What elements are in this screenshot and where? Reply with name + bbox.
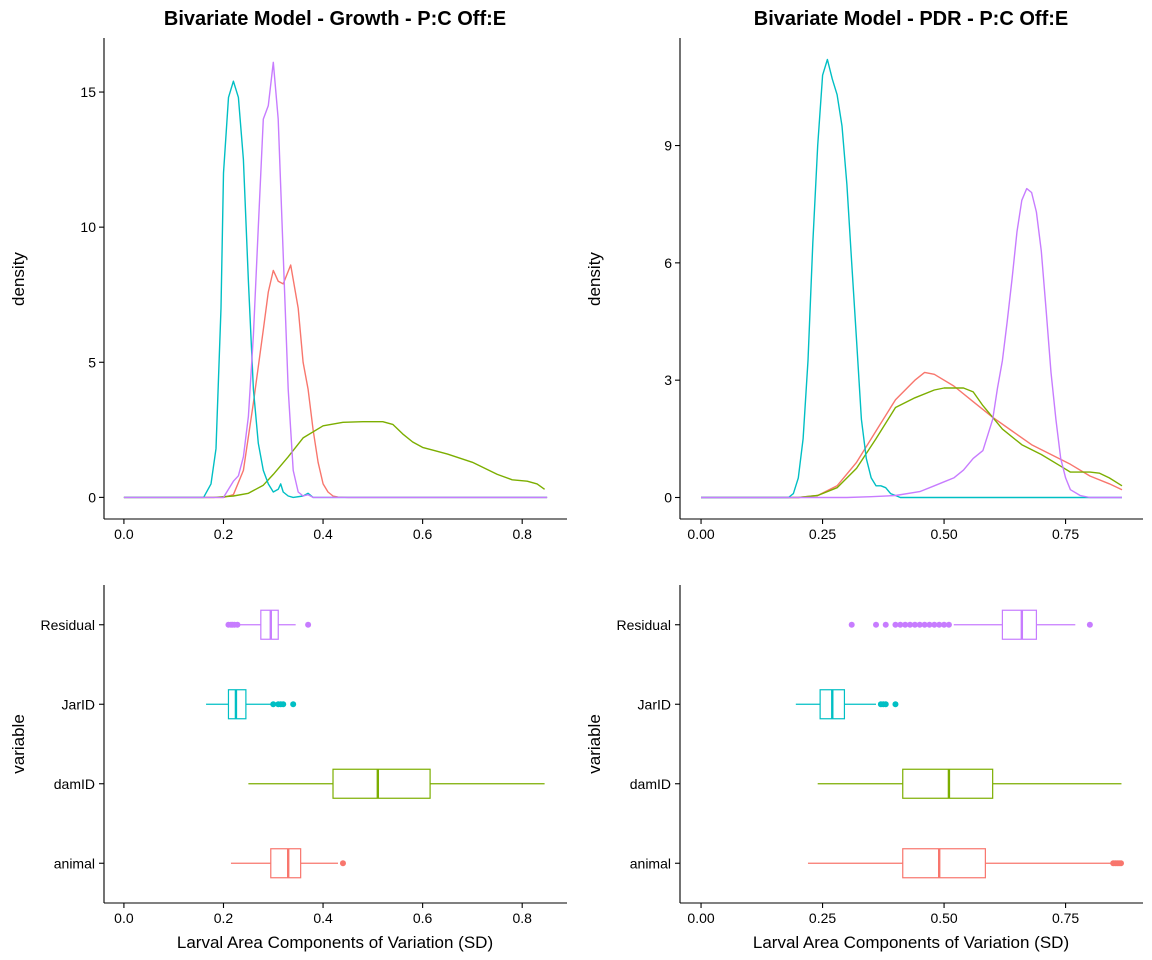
growth-boxplot: 0.0 0.2 0.4 0.6 0.8 Residual JarID damID animal	[41, 585, 567, 926]
outlier-point	[270, 701, 277, 708]
density-line-animal	[123, 264, 548, 499]
outlier-point	[882, 701, 889, 708]
x-tick-label: 0.2	[214, 526, 234, 542]
pdr-box-ylabel: variable	[585, 714, 604, 774]
y-tick-label: 3	[664, 372, 672, 388]
box-damid	[332, 768, 431, 799]
density-line-damid	[701, 387, 1123, 499]
category-label-residual: Residual	[617, 617, 671, 633]
outlier-point	[892, 621, 899, 628]
x-tick-label: 0.4	[313, 910, 333, 926]
x-tick-label: 0.00	[687, 910, 714, 926]
density-line-residual	[701, 187, 1122, 499]
outlier-point	[926, 621, 933, 628]
growth-density-plot: 0.0 0.2 0.4 0.6 0.8 0 5 10 15	[80, 38, 567, 542]
outlier-point	[911, 621, 918, 628]
outlier-point	[921, 621, 928, 628]
outlier-point	[931, 621, 938, 628]
x-tick-label: 0.75	[1052, 910, 1079, 926]
growth-density-title: Bivariate Model - Growth - P:C Off:E	[164, 8, 506, 30]
density-line-jarid	[123, 80, 548, 499]
y-tick-label: 15	[80, 84, 96, 100]
pdr-box-xlabel: Larval Area Components of Variation (SD)	[753, 933, 1069, 952]
category-label-animal: animal	[630, 855, 671, 871]
outlier-point	[892, 701, 899, 708]
y-tick-label: 0	[88, 489, 96, 505]
x-tick-label: 0.50	[930, 526, 957, 542]
box-damid	[902, 768, 994, 799]
x-tick-label: 0.0	[114, 526, 134, 542]
x-tick-label: 0.00	[687, 526, 714, 542]
outlier-point	[339, 860, 346, 867]
y-tick-label: 9	[664, 138, 672, 154]
density-line-jarid	[701, 58, 1122, 499]
outlier-point	[280, 701, 287, 708]
outlier-point	[902, 621, 909, 628]
pdr-density-title: Bivariate Model - PDR - P:C Off:E	[754, 8, 1068, 30]
outlier-point	[290, 701, 297, 708]
box-residual	[1001, 609, 1038, 640]
y-tick-label: 5	[88, 354, 96, 370]
x-tick-label: 0.50	[930, 910, 957, 926]
y-tick-label: 0	[664, 489, 672, 505]
x-tick-label: 0.75	[1052, 526, 1079, 542]
outlier-point	[1117, 860, 1124, 867]
outlier-point	[873, 621, 880, 628]
growth-density-ylabel: density	[9, 252, 28, 306]
x-tick-label: 0.25	[809, 526, 836, 542]
outlier-point	[882, 621, 889, 628]
x-tick-label: 0.8	[512, 910, 532, 926]
x-tick-label: 0.6	[413, 526, 433, 542]
pdr-density-ylabel: density	[585, 252, 604, 306]
outlier-point	[305, 621, 312, 628]
outlier-point	[916, 621, 923, 628]
outlier-point	[1086, 621, 1093, 628]
density-line-animal	[701, 371, 1123, 499]
y-tick-label: 10	[80, 219, 96, 235]
density-line-residual	[123, 61, 548, 499]
box-residual	[260, 609, 279, 640]
x-tick-label: 0.8	[512, 526, 532, 542]
box-animal	[902, 848, 986, 879]
box-animal	[270, 848, 302, 879]
outlier-point	[936, 621, 943, 628]
outlier-point	[897, 621, 904, 628]
growth-box-ylabel: variable	[9, 714, 28, 774]
outlier-point	[941, 621, 948, 628]
pdr-boxplot: 0.00 0.25 0.50 0.75 Residual JarID damID animal	[617, 585, 1143, 926]
x-tick-label: 0.6	[413, 910, 433, 926]
outlier-point	[848, 621, 855, 628]
x-tick-label: 0.25	[809, 910, 836, 926]
category-label-animal: animal	[54, 855, 95, 871]
y-tick-label: 6	[664, 255, 672, 271]
category-label-damid: damID	[54, 776, 95, 792]
category-label-jarid: JarID	[638, 696, 671, 712]
x-tick-label: 0.4	[313, 526, 333, 542]
x-tick-label: 0.2	[214, 910, 234, 926]
x-tick-label: 0.0	[114, 910, 134, 926]
box-jarid	[227, 689, 247, 720]
pdr-density-plot: 0.00 0.25 0.50 0.75 0 3 6 9	[664, 38, 1143, 542]
outlier-point	[234, 621, 241, 628]
category-label-residual: Residual	[41, 617, 95, 633]
outlier-point	[907, 621, 914, 628]
density-line-damid	[123, 421, 546, 499]
outlier-point	[945, 621, 952, 628]
category-label-damid: damID	[630, 776, 671, 792]
growth-box-xlabel: Larval Area Components of Variation (SD)	[177, 933, 493, 952]
category-label-jarid: JarID	[62, 696, 95, 712]
